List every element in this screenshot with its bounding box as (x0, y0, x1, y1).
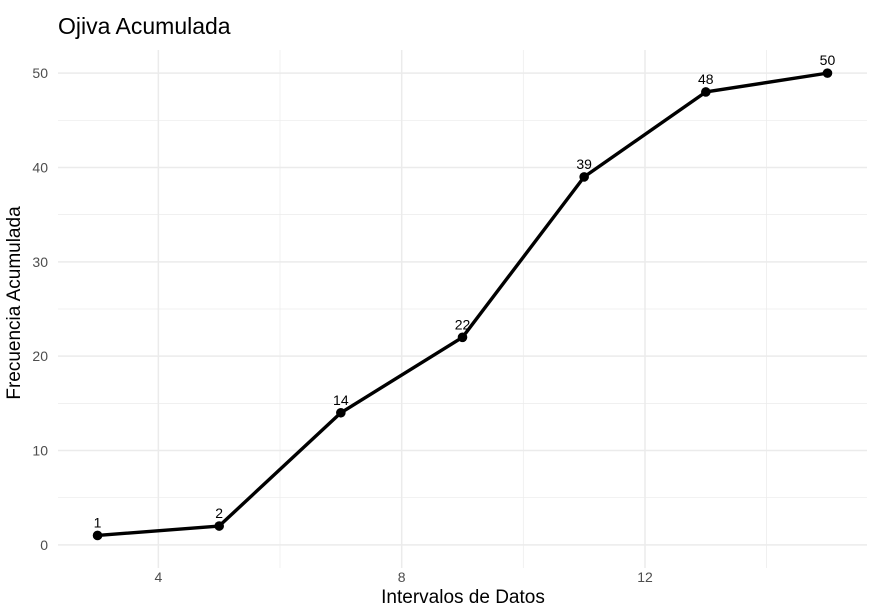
data-point (822, 68, 833, 78)
data-label: 1 (94, 514, 102, 530)
x-tick-label: 8 (398, 569, 406, 585)
data-label: 50 (820, 52, 836, 68)
data-label: 22 (455, 316, 471, 332)
data-point (579, 172, 589, 182)
data-point (336, 407, 346, 418)
data-point (457, 332, 468, 343)
y-tick-label: 0 (40, 537, 48, 553)
y-axis-title: Frecuencia Acumulada (4, 206, 25, 400)
data-label: 14 (333, 392, 349, 408)
y-axis-ticks: 0 10 20 30 40 50 (32, 65, 48, 553)
data-point (701, 87, 711, 97)
y-tick-label: 50 (32, 65, 48, 81)
x-tick-label: 12 (637, 569, 653, 585)
x-tick-label: 4 (154, 569, 162, 585)
data-label: 39 (576, 156, 592, 172)
y-tick-label: 30 (32, 254, 48, 270)
data-label: 2 (215, 505, 223, 521)
series-line (97, 71, 828, 538)
y-tick-label: 10 (32, 443, 48, 459)
x-axis-title: Intervalos de Datos (381, 587, 545, 608)
data-labels: 1 2 14 22 39 48 50 (94, 52, 836, 530)
chart-title: Ojiva Acumulada (58, 13, 231, 39)
x-axis-ticks: 4 8 12 (154, 569, 653, 585)
grid-minor (58, 50, 867, 568)
data-point (214, 521, 224, 531)
data-point (92, 530, 103, 541)
y-tick-label: 40 (32, 159, 48, 175)
data-label: 48 (698, 71, 714, 87)
series-line-group (97, 71, 828, 538)
y-tick-label: 20 (32, 348, 48, 364)
data-points (92, 68, 833, 541)
